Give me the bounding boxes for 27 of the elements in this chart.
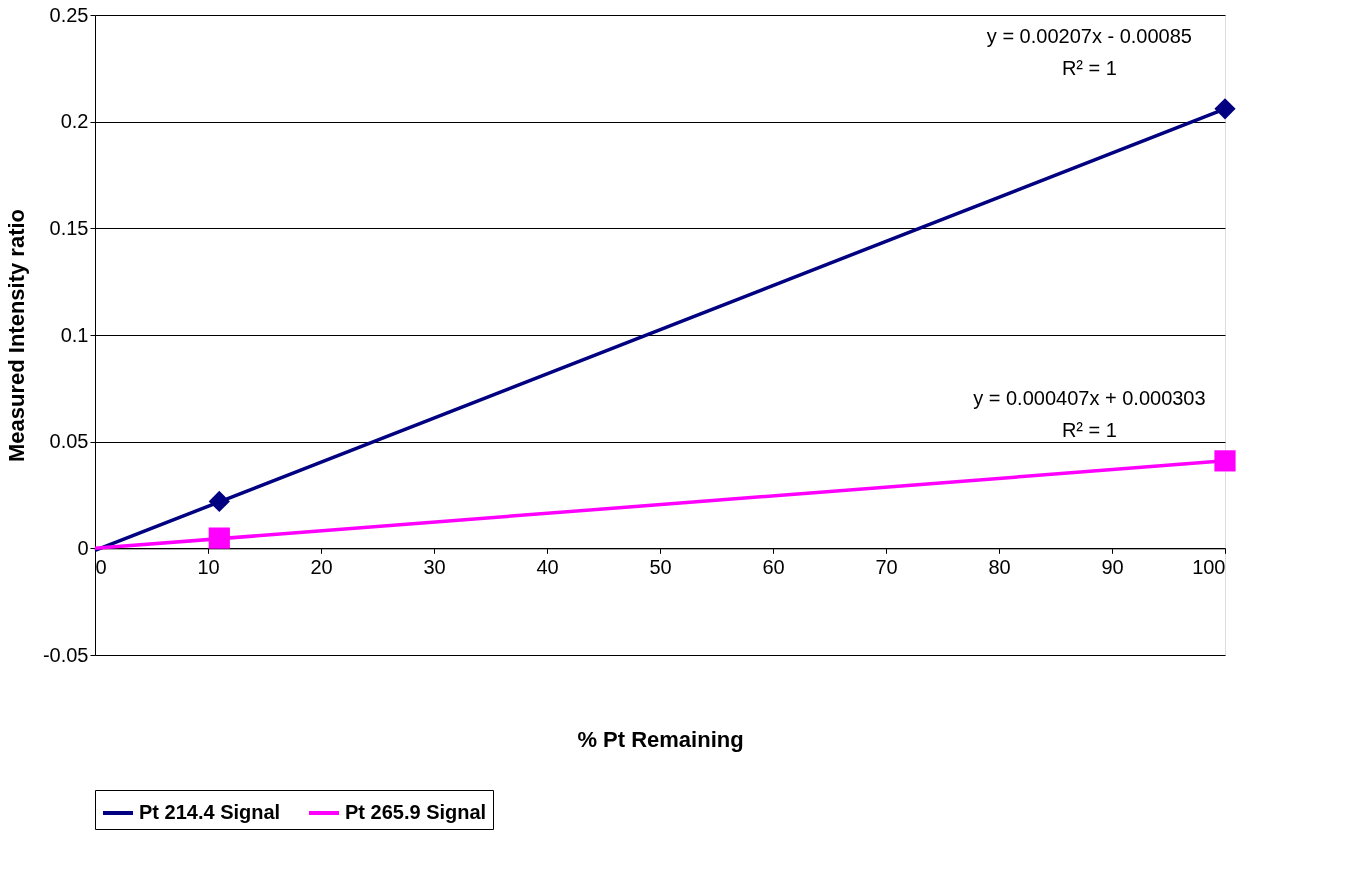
y-tick-label: 0 — [77, 536, 89, 559]
y-tick-label: 0.2 — [60, 110, 89, 133]
x-tick-label: 10 — [197, 555, 220, 578]
x-tick-label: 100 — [1192, 555, 1226, 578]
legend-label: Pt 265.9 Signal — [345, 801, 487, 823]
x-tick-label: 20 — [310, 555, 333, 578]
y-tick-label: 0.15 — [49, 216, 89, 239]
annotation: R² = 1 — [1061, 419, 1117, 441]
x-tick-label: 0 — [95, 555, 107, 578]
x-tick-label: 80 — [988, 555, 1011, 578]
y-tick-label: 0.05 — [49, 430, 89, 453]
y-tick-label: 0.1 — [60, 323, 89, 346]
x-tick-label: 70 — [875, 555, 898, 578]
x-tick-label: 40 — [536, 555, 559, 578]
y-tick-label: -0.05 — [42, 643, 89, 666]
annotation: y = 0.00207x - 0.00085 — [986, 25, 1192, 48]
annotation: y = 0.000407x + 0.000303 — [973, 387, 1206, 409]
legend-label: Pt 214.4 Signal — [139, 801, 281, 823]
y-tick-label: 0.25 — [49, 3, 89, 26]
x-tick-label: 50 — [649, 555, 672, 578]
annotation: R² = 1 — [1061, 57, 1117, 80]
x-axis-title: % Pt Remaining — [577, 726, 744, 752]
x-tick-label: 60 — [762, 555, 785, 578]
point — [1214, 450, 1236, 472]
y-axis-title: Measured Intensity ratio — [3, 208, 29, 463]
x-tick-label: 30 — [423, 555, 446, 578]
x-tick-label: 90 — [1101, 555, 1124, 578]
